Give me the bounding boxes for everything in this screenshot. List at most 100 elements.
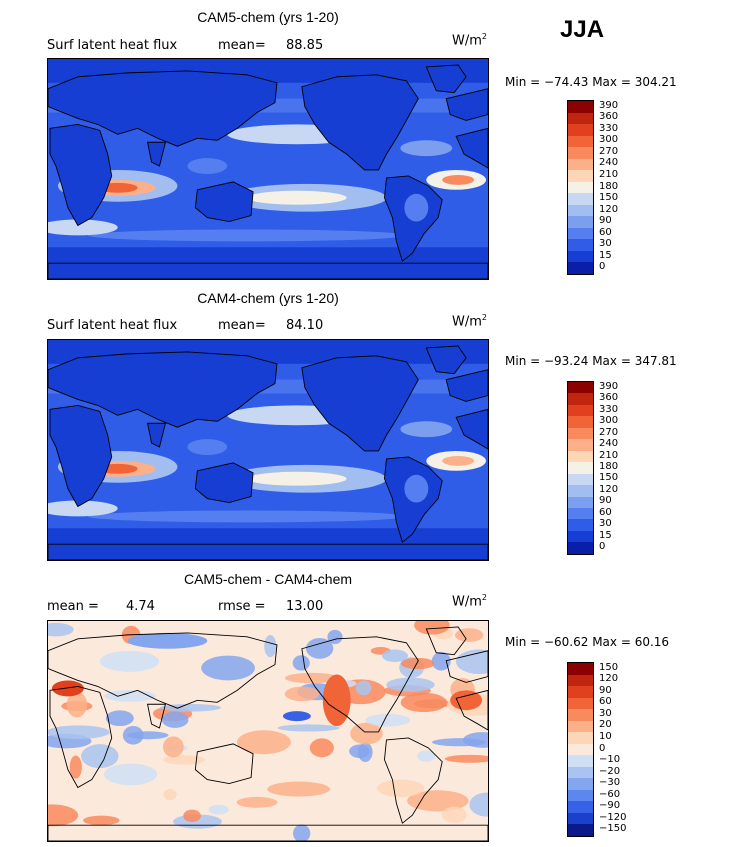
continent-africa (49, 404, 488, 508)
colorbar-swatch (568, 450, 593, 463)
colorbar-swatch (568, 181, 593, 194)
colorbar-tick-label: 120 (599, 483, 619, 495)
colorbar-swatch (568, 216, 593, 228)
colorbar-tick-label: 360 (599, 392, 619, 404)
colorbar-tick-label: 120 (599, 203, 619, 215)
contour-blob (127, 731, 169, 740)
contour-blob (99, 650, 159, 672)
contour-blob (87, 229, 407, 242)
colorbar-swatch (568, 135, 593, 148)
contour-blob (187, 158, 228, 174)
colorbar-tick-label: −30 (599, 777, 621, 789)
contour-blob (236, 796, 278, 808)
continent-antarctica (48, 543, 488, 560)
colorbar-tick-label: 390 (599, 380, 619, 392)
colorbar-tick-label: 60 (599, 696, 612, 708)
contour-blob (407, 790, 469, 812)
contour-blob (201, 655, 255, 681)
contour-blob (163, 789, 177, 801)
colorbar-tick-label: 0 (599, 742, 606, 754)
contour-blob (462, 732, 488, 748)
contour-blob (127, 632, 208, 649)
colorbar-swatch (568, 542, 593, 554)
contour-blob (355, 680, 372, 696)
contour-blob (284, 672, 339, 684)
minmax-label: Min = −93.24 Max = 347.81 (505, 354, 677, 368)
colorbar-tick-label: 10 (599, 730, 612, 742)
contour-blob (277, 724, 340, 732)
colorbar-swatch (568, 416, 593, 428)
colorbar-tick-label: 30 (599, 518, 612, 530)
map-panel-difference (47, 620, 489, 842)
colorbar-tick-label: 300 (599, 134, 619, 146)
colorbar-swatch (568, 393, 593, 405)
colorbar-tick-label: 0 (599, 541, 606, 553)
colorbar-swatch (568, 766, 593, 779)
contour-blob (455, 628, 484, 642)
contour-blob (309, 738, 334, 758)
colorbar-tick-label: 150 (599, 661, 619, 673)
contour-blob (292, 824, 311, 841)
colorbar-swatch (568, 124, 593, 136)
contour-blob (66, 691, 88, 718)
colorbar-swatch (568, 473, 593, 486)
contour-blob (400, 140, 453, 157)
colorbar-tick-label: 240 (599, 438, 619, 450)
mean-label: mean = (47, 599, 99, 614)
contour-blob (442, 455, 475, 466)
colorbar-swatch (568, 778, 593, 790)
colorbar-swatch (568, 663, 593, 675)
colorbar-swatch (568, 496, 593, 508)
colorbar-tick-label: 270 (599, 426, 619, 438)
colorbar-tick-label: 60 (599, 506, 612, 518)
colorbar-swatch (568, 485, 593, 497)
colorbar-tick-label: 20 (599, 719, 612, 731)
colorbar-tick-label: 150 (599, 192, 619, 204)
continent-india (147, 422, 167, 448)
field-label: Surf latent heat flux (47, 38, 178, 53)
colorbar-tick-label: −10 (599, 754, 621, 766)
contour-blob (400, 657, 435, 670)
colorbar-swatch (568, 674, 593, 687)
colorbar-swatch (568, 112, 593, 125)
contour-blob (404, 193, 429, 222)
continent-antarctica (48, 262, 488, 279)
colorbar-swatch (568, 204, 593, 217)
contour-blob (208, 804, 229, 815)
contour-blob (104, 763, 158, 786)
colorbar-tick-label: −60 (599, 788, 621, 800)
colorbar-tick-label: −20 (599, 765, 621, 777)
map-panel-cam5 (47, 58, 489, 280)
contour-blob (442, 806, 467, 823)
contour-blob (381, 649, 408, 663)
continent-europe-asia (48, 351, 488, 428)
colorbar-tick-label: 90 (599, 684, 612, 696)
contour-blob (187, 439, 228, 455)
contour-blob (162, 736, 184, 758)
colorbar-tick-label: 210 (599, 168, 619, 180)
continent-europe-asia (48, 632, 488, 709)
colorbar (567, 381, 594, 555)
colorbar-swatch (568, 427, 593, 440)
colorbar-swatch (568, 709, 593, 721)
continent-north-america (301, 74, 419, 171)
colorbar-swatch (568, 697, 593, 710)
colorbar (567, 662, 594, 837)
colorbar-swatch (568, 262, 593, 274)
colorbar-swatch (568, 239, 593, 251)
continent-greenland (425, 64, 467, 94)
contour-blob (87, 510, 407, 523)
continent-greenland (425, 345, 467, 375)
colorbar-swatch (568, 193, 593, 205)
colorbar-tick-label: −120 (599, 811, 627, 823)
colorbar-tick-label: −90 (599, 800, 621, 812)
colorbar-tick-label: 30 (599, 707, 612, 719)
continent-india (147, 141, 167, 167)
contour-blob (400, 692, 448, 713)
colorbar-tick-label: 180 (599, 180, 619, 192)
colorbar-swatch (568, 507, 593, 520)
continent-india (147, 703, 167, 729)
contour-blob (51, 680, 84, 697)
contour-blob (376, 779, 425, 797)
rmse-value: 13.00 (286, 599, 324, 614)
